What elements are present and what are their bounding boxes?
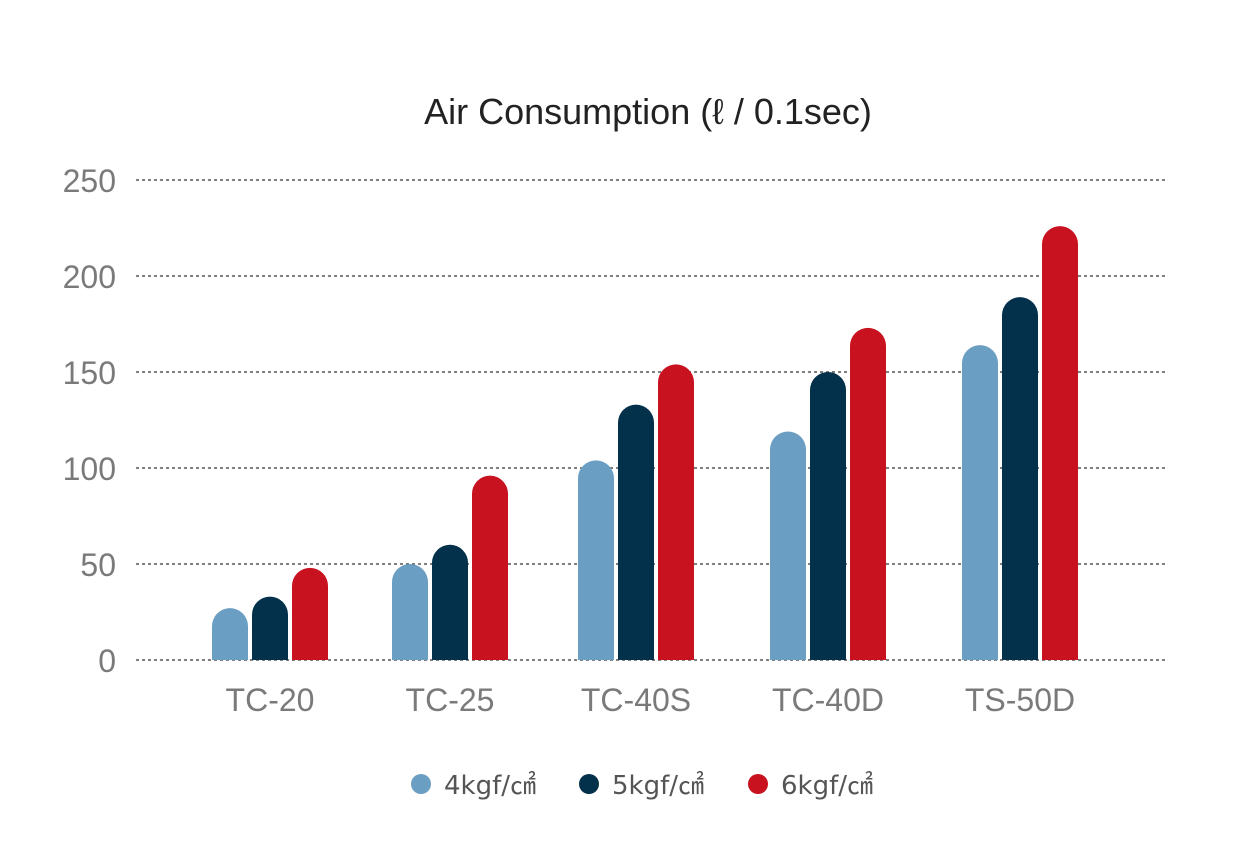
x-category-label: TC-40S [581,682,691,718]
x-category-label: TS-50D [965,682,1075,718]
y-tick-label: 100 [63,451,116,487]
bars [212,226,1078,660]
y-tick-label: 150 [63,355,116,391]
legend-label: 4kgf/㎠ [444,771,536,801]
legend: 4kgf/㎠ 5kgf/㎠ 6kgf/㎠ [411,771,873,801]
y-axis-ticks: 0 50 100 150 200 250 [63,163,116,679]
bar-tc-25-series-3 [472,475,508,660]
x-category-label: TC-25 [406,682,495,718]
bar-tc-20-series-1 [212,608,248,660]
x-category-label: TC-20 [226,682,315,718]
bar-tc-40d-series-1 [770,431,806,660]
y-tick-label: 50 [80,547,116,583]
bar-ts-50d-series-3 [1042,226,1078,660]
legend-item: 5kgf/㎠ [579,771,704,801]
y-tick-label: 0 [98,643,116,679]
chart-title: Air Consumption (ℓ / 0.1sec) [424,91,872,132]
legend-label: 5kgf/㎠ [612,771,704,801]
bar-tc-40s-series-3 [658,364,694,660]
bar-ts-50d-series-1 [962,345,998,660]
bar-tc-20-series-2 [252,596,288,660]
y-tick-label: 200 [63,259,116,295]
bar-ts-50d-series-2 [1002,297,1038,660]
legend-marker [411,774,431,794]
legend-label: 6kgf/㎠ [781,771,873,801]
legend-marker [579,774,599,794]
bar-tc-40s-series-1 [578,460,614,660]
bar-tc-40d-series-2 [810,372,846,660]
bar-tc-25-series-1 [392,564,428,660]
bar-tc-40d-series-3 [850,327,886,660]
legend-marker [748,774,768,794]
x-axis-categories: TC-20 TC-25 TC-40S TC-40D TS-50D [226,682,1076,718]
y-tick-label: 250 [63,163,116,199]
bar-tc-20-series-3 [292,567,328,660]
x-category-label: TC-40D [772,682,884,718]
bar-tc-25-series-2 [432,544,468,660]
bar-tc-40s-series-2 [618,404,654,660]
legend-item: 6kgf/㎠ [748,771,873,801]
legend-item: 4kgf/㎠ [411,771,536,801]
